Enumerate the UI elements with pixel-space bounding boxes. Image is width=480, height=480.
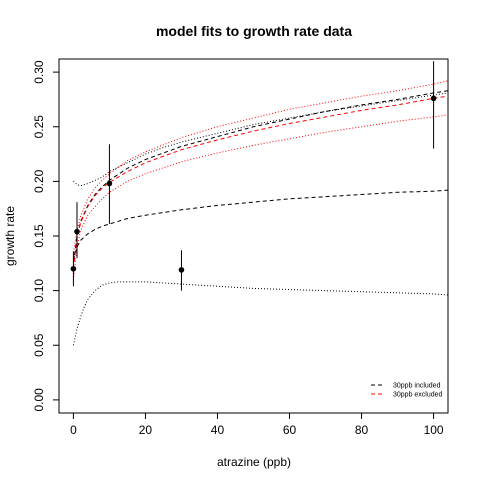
x-axis: 0 20 40 60 80 100 <box>70 412 444 437</box>
x-tick-label: 100 <box>424 423 444 437</box>
x-tick-label: 60 <box>283 423 297 437</box>
data-point-4 <box>430 95 437 102</box>
plot-frame <box>58 58 449 414</box>
y-tick-label: 0.05 <box>32 333 46 357</box>
x-axis-label: atrazine (ppb) <box>217 455 291 469</box>
data-point-1 <box>74 228 80 235</box>
y-tick-label: 0.20 <box>32 169 46 193</box>
series-line-5 <box>72 80 448 253</box>
x-tick-label: 40 <box>211 423 225 437</box>
legend-label-0: 30ppb included <box>393 383 441 390</box>
series-line-6 <box>72 114 448 280</box>
data-point-2 <box>106 180 113 187</box>
y-axis: 0.00 0.05 0.10 0.15 0.20 0.25 0.30 <box>32 60 60 412</box>
y-tick-label: 0.30 <box>32 60 46 84</box>
data-point-0 <box>70 265 77 272</box>
y-axis-label: growth rate <box>3 206 17 266</box>
series-line-1 <box>73 92 448 187</box>
error-bars <box>72 61 435 291</box>
x-tick-label: 80 <box>355 423 369 437</box>
series-line-4 <box>72 95 448 269</box>
y-tick-label: 0.25 <box>32 115 46 139</box>
data-point-3 <box>178 267 185 273</box>
x-tick-label: 20 <box>139 423 153 437</box>
data-points <box>70 95 437 273</box>
legend-label-1: 30ppb excluded <box>393 392 443 399</box>
y-tick-label: 0.00 <box>32 388 46 412</box>
series-line-2 <box>72 281 448 346</box>
series-line-0 <box>72 189 448 261</box>
y-tick-label: 0.15 <box>32 224 46 248</box>
y-tick-label: 0.10 <box>32 279 46 303</box>
chart-title: model fits to growth rate data <box>156 23 352 39</box>
x-tick-label: 0 <box>70 423 77 437</box>
series-line-3 <box>72 90 448 263</box>
legend: 30ppb included 30ppb excluded <box>371 383 443 399</box>
series-layer <box>72 80 448 346</box>
